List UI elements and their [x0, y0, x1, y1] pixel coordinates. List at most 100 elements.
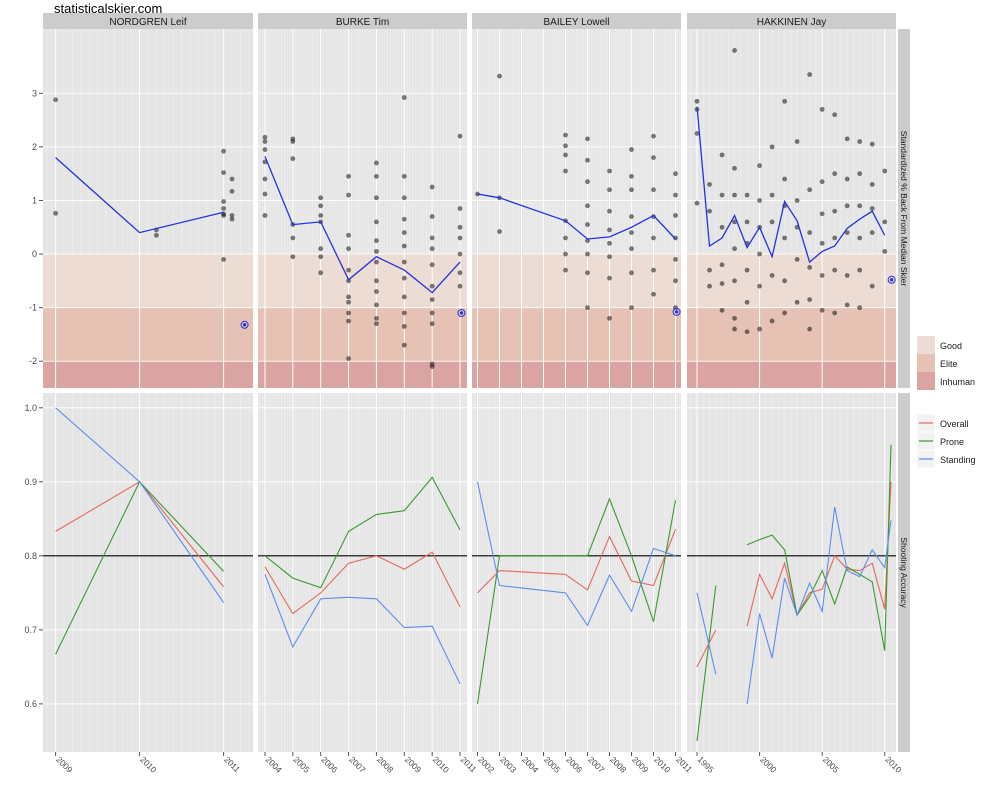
row-strips: Standardized % Back From Median Skier Sho… — [898, 29, 910, 752]
result-point — [857, 235, 863, 241]
result-point — [744, 219, 750, 225]
result-point — [262, 176, 268, 182]
result-point — [318, 203, 324, 209]
band-inhuman — [687, 361, 896, 388]
result-point — [318, 254, 324, 260]
series-line-prone — [264, 476, 461, 589]
result-point — [429, 297, 435, 302]
result-point — [290, 254, 296, 260]
result-point — [857, 171, 863, 177]
result-point — [429, 235, 435, 241]
result-point — [374, 173, 379, 179]
result-point — [857, 139, 863, 144]
result-point — [374, 160, 379, 166]
result-point — [832, 235, 838, 241]
result-point — [262, 147, 268, 152]
facet-strips: NORDGREN Leif BURKE Tim BAILEY Lowell HAKKI… — [43, 13, 896, 29]
result-point — [651, 267, 656, 273]
x-tick-label: 2011 — [459, 754, 479, 774]
series-line-overall — [264, 551, 461, 615]
result-point — [719, 262, 725, 268]
result-point — [429, 184, 435, 190]
bottom-panel — [687, 393, 896, 752]
result-point — [374, 248, 379, 254]
latest-result-dot — [459, 311, 464, 315]
band-good — [43, 254, 253, 308]
result-point — [585, 222, 590, 227]
result-point — [607, 227, 612, 233]
result-point — [563, 267, 568, 273]
result-point — [346, 318, 351, 324]
result-point — [869, 181, 875, 187]
y-tick-label: 2 — [32, 142, 37, 152]
legend-label: Standing — [940, 455, 976, 465]
y-tick-label: 1.0 — [24, 403, 37, 413]
result-point — [585, 251, 590, 257]
top-panels — [43, 29, 896, 388]
result-point — [651, 214, 656, 219]
result-point — [346, 267, 351, 273]
result-point — [457, 206, 463, 211]
result-point — [429, 246, 435, 252]
result-point — [346, 246, 351, 252]
band-good — [472, 254, 681, 308]
x-tick-label: 2007 — [586, 754, 607, 775]
result-point — [794, 139, 800, 144]
top-panel — [258, 29, 467, 388]
result-point — [374, 238, 379, 244]
result-point — [757, 198, 762, 203]
result-point — [401, 310, 407, 316]
result-point — [457, 270, 463, 276]
result-point — [869, 230, 875, 236]
result-point — [607, 315, 612, 321]
legend-key-elite — [917, 354, 935, 372]
result-point — [563, 152, 568, 158]
result-point — [457, 133, 463, 139]
y-axis-bottom: 0.6 0.7 0.8 0.9 1.0 — [24, 403, 43, 709]
x-tick-label: 2006 — [564, 754, 585, 775]
result-point — [732, 192, 737, 198]
result-point — [694, 200, 700, 206]
result-point — [832, 112, 838, 118]
result-point — [221, 148, 227, 154]
facet-strip — [258, 13, 467, 29]
result-point — [401, 275, 407, 281]
result-point — [807, 187, 813, 193]
y-tick-label: 3 — [32, 88, 37, 98]
trend-line — [696, 106, 886, 264]
top-panel — [43, 29, 253, 388]
result-point — [429, 321, 435, 327]
result-point — [221, 199, 227, 204]
result-point — [869, 206, 875, 211]
result-point — [769, 144, 775, 150]
result-point — [221, 213, 227, 218]
result-point — [457, 283, 463, 289]
result-point — [819, 307, 825, 313]
series-line-standing — [55, 407, 225, 603]
result-point — [154, 232, 159, 238]
result-point — [819, 179, 825, 185]
result-point — [757, 251, 762, 257]
site-watermark: statisticalskier.com — [54, 1, 163, 16]
result-point — [769, 273, 775, 278]
result-point — [694, 131, 700, 136]
result-point — [607, 254, 612, 260]
result-point — [882, 168, 888, 174]
legend-label: Overall — [940, 419, 969, 429]
row-strip-label-top: Standardized % Back From Median Skier — [899, 131, 909, 287]
row-strip — [898, 393, 910, 752]
result-point — [457, 251, 463, 257]
result-point — [629, 173, 634, 179]
trend-line — [264, 156, 461, 294]
y-tick-label: 0.6 — [24, 699, 37, 709]
x-tick-label: 1995 — [696, 754, 717, 775]
x-tick-label: 2005 — [821, 754, 842, 775]
top-panel — [472, 29, 681, 388]
y-tick-label: 0 — [32, 249, 37, 259]
result-point — [374, 302, 379, 308]
result-point — [429, 214, 435, 219]
result-point — [401, 323, 407, 329]
legend-label: Inhuman — [940, 377, 975, 387]
series-line-overall — [696, 629, 717, 668]
band-good — [258, 254, 467, 308]
